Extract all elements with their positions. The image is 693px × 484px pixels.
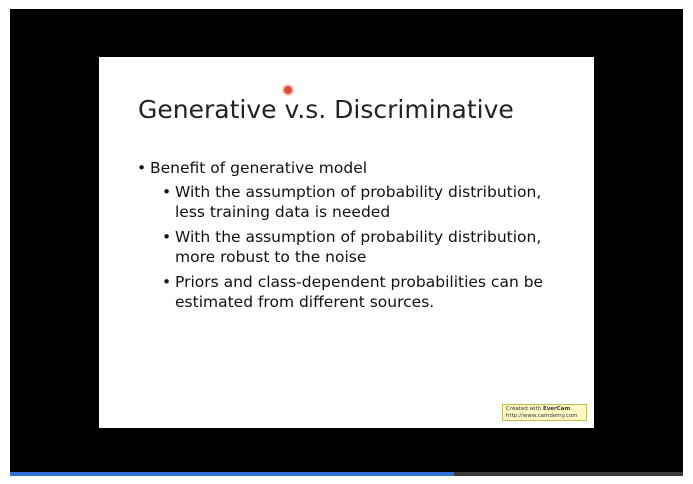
bullet-text: Benefit of generative model [150, 159, 368, 177]
watermark-suffix: . [570, 406, 572, 412]
sub-bullet-text: With the assumption of probability distr… [175, 228, 542, 266]
slide-title: Generative v.s. Discriminative [138, 95, 514, 124]
watermark-url: http://www.camdemy.com [506, 413, 578, 419]
watermark-prefix: Created with [506, 406, 543, 412]
watermark-brand: EverCam [542, 406, 571, 412]
sub-bullet-text: With the assumption of probability distr… [175, 183, 542, 221]
sub-bullet-item: • With the assumption of probability dis… [162, 182, 565, 222]
sub-bullet-list: • With the assumption of probability dis… [162, 182, 577, 312]
watermark-line-1: Created with EverCam. [506, 406, 583, 413]
pointer-dot-icon [284, 86, 292, 94]
bullet-glyph: • [162, 273, 172, 291]
evercam-watermark: Created with EverCam. http://www.camdemy… [502, 404, 587, 421]
bullet-list: • Benefit of generative model • With the… [137, 158, 577, 317]
sub-bullet-item: • With the assumption of probability dis… [162, 227, 565, 267]
bullet-glyph: • [162, 228, 172, 246]
sub-bullet-text: Priors and class-dependent probabilities… [175, 273, 544, 311]
progress-bar-fill [10, 472, 455, 476]
bullet-glyph: • [137, 159, 147, 177]
lecture-slide: Generative v.s. Discriminative • Benefit… [99, 57, 594, 428]
progress-bar[interactable] [10, 472, 683, 476]
sub-bullet-item: • Priors and class-dependent probabiliti… [162, 272, 565, 312]
bullet-item: • Benefit of generative model • With the… [137, 158, 577, 312]
bullet-glyph: • [162, 183, 172, 201]
